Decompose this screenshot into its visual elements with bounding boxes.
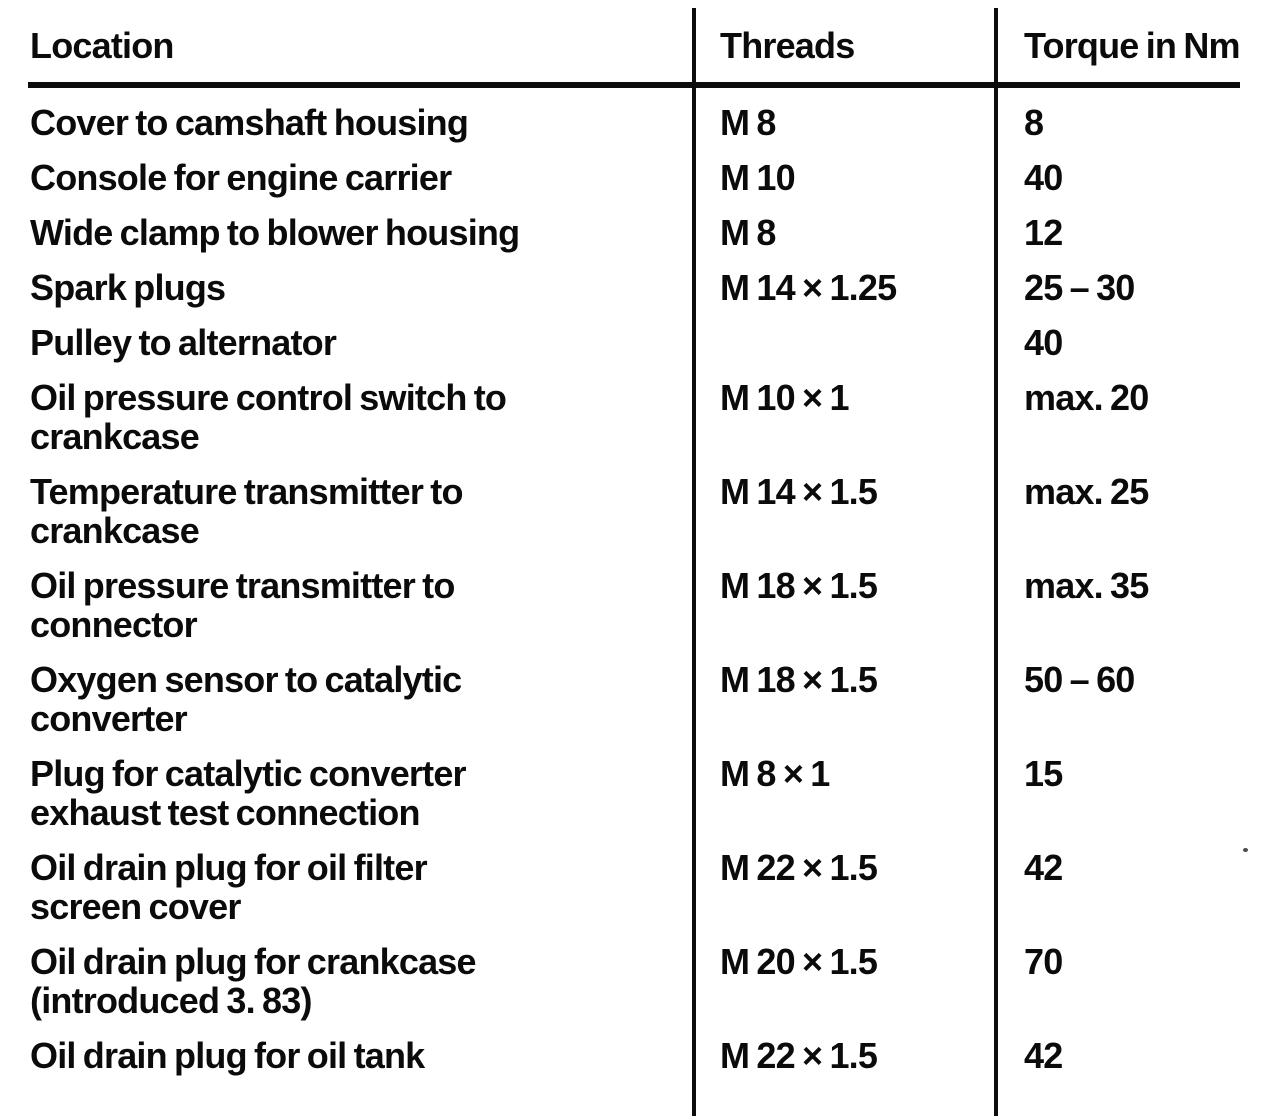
threads-cell: M 20 × 1.5 <box>720 941 878 982</box>
location-cell: Console for engine carrier <box>30 157 452 198</box>
table-row: Spark plugs M 14 × 1.25 25 – 30 <box>0 268 1280 307</box>
threads-cell: M 14 × 1.25 <box>720 267 897 308</box>
torque-cell: 50 – 60 <box>1024 659 1135 700</box>
torque-cell: 42 <box>1024 1035 1063 1076</box>
table-header-row: Location Threads Torque in Nm <box>0 26 1280 65</box>
location-cell: Spark plugs <box>30 267 226 308</box>
table-row: Console for engine carrier M 10 40 <box>0 158 1280 197</box>
header-torque: Torque in Nm <box>1024 25 1241 66</box>
header-rule <box>28 82 1240 88</box>
threads-cell: M 8 × 1 <box>720 753 830 794</box>
header-location: Location <box>30 25 174 66</box>
table-body: Cover to camshaft housing M 8 8 Console … <box>0 103 1280 1091</box>
table-row: Temperature transmitter to crankcase M 1… <box>0 472 1280 550</box>
threads-cell: M 8 <box>720 212 776 253</box>
table-row: Oil pressure transmitter to connector M … <box>0 566 1280 644</box>
threads-cell: M 22 × 1.5 <box>720 847 878 888</box>
table-row: Oil drain plug for oil filter screen cov… <box>0 848 1280 926</box>
threads-cell: M 10 <box>720 157 796 198</box>
torque-cell: 25 – 30 <box>1024 267 1135 308</box>
torque-cell: max. 25 <box>1024 471 1149 512</box>
table-row: Oil drain plug for crankcase (introduced… <box>0 942 1280 1020</box>
table-row: Cover to camshaft housing M 8 8 <box>0 103 1280 142</box>
location-cell: Oxygen sensor to catalytic converter <box>30 659 462 739</box>
threads-cell: M 22 × 1.5 <box>720 1035 878 1076</box>
table-row: Oxygen sensor to catalytic converter M 1… <box>0 660 1280 738</box>
location-cell: Oil drain plug for oil filter screen cov… <box>30 847 428 927</box>
location-cell: Oil drain plug for crankcase (introduced… <box>30 941 477 1021</box>
torque-cell: 40 <box>1024 322 1063 363</box>
torque-cell: max. 35 <box>1024 565 1149 606</box>
threads-cell: M 14 × 1.5 <box>720 471 878 512</box>
threads-cell <box>694 323 996 362</box>
location-cell: Wide clamp to blower housing <box>30 212 520 253</box>
column-divider-threads <box>692 8 696 1116</box>
location-cell: Oil drain plug for oil tank <box>30 1035 425 1076</box>
table-row: Pulley to alternator 40 <box>0 323 1280 362</box>
table-row: Oil pressure control switch to crankcase… <box>0 378 1280 456</box>
header-threads: Threads <box>720 25 855 66</box>
location-cell: Cover to camshaft housing <box>30 102 469 143</box>
torque-cell: 40 <box>1024 157 1063 198</box>
threads-cell: M 10 × 1 <box>720 377 849 418</box>
torque-cell: 8 <box>1024 102 1044 143</box>
threads-cell: M 8 <box>720 102 776 143</box>
threads-cell: M 18 × 1.5 <box>720 659 878 700</box>
torque-cell: 70 <box>1024 941 1063 982</box>
torque-cell: max. 20 <box>1024 377 1149 418</box>
location-cell: Oil pressure control switch to crankcase <box>30 377 507 457</box>
location-cell: Pulley to alternator <box>30 322 337 363</box>
table-row: Wide clamp to blower housing M 8 12 <box>0 213 1280 252</box>
threads-cell: M 18 × 1.5 <box>720 565 878 606</box>
column-divider-torque <box>994 8 998 1116</box>
table-row: Plug for catalytic converter exhaust tes… <box>0 754 1280 832</box>
location-cell: Oil pressure transmitter to connector <box>30 565 455 645</box>
location-cell: Plug for catalytic converter exhaust tes… <box>30 753 467 833</box>
torque-cell: 15 <box>1024 753 1063 794</box>
torque-cell: 42 <box>1024 847 1063 888</box>
location-cell: Temperature transmitter to crankcase <box>30 471 463 551</box>
torque-cell: 12 <box>1024 212 1063 253</box>
table-row: Oil drain plug for oil tank M 22 × 1.5 4… <box>0 1036 1280 1075</box>
scan-artifact-speck <box>1243 848 1248 852</box>
